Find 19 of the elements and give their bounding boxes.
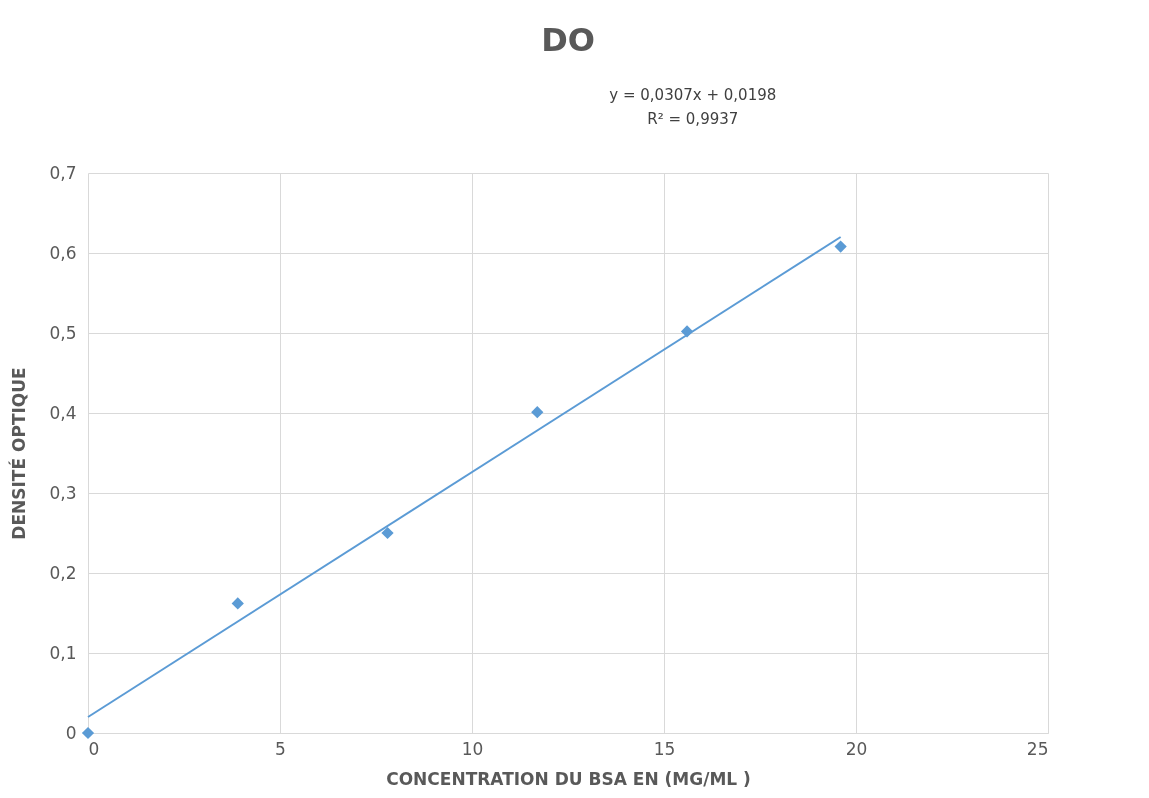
- x-tick-label: 25: [1026, 738, 1049, 759]
- x-tick-label: 5: [275, 738, 286, 759]
- x-tick-label: 0: [88, 738, 100, 759]
- x-tick-label: 20: [845, 738, 868, 759]
- y-tick-label: 0,5: [49, 322, 77, 343]
- y-tick-label: 0,4: [49, 402, 77, 423]
- y-tick-label: 0,3: [49, 482, 77, 503]
- y-tick-label: 0: [65, 722, 77, 743]
- chart-title: DO: [541, 21, 595, 59]
- text: y = 0,0307x + 0,0198: [609, 86, 777, 104]
- text: R² = 0,9937: [647, 110, 739, 128]
- y-tick-label: 0,2: [49, 562, 77, 583]
- y-axis-title: DENSITÉ OPTIQUE: [8, 367, 30, 540]
- x-tick-label: 10: [461, 738, 484, 759]
- y-tick-label: 0,7: [49, 162, 77, 183]
- x-tick-label: 15: [653, 738, 676, 759]
- x-axis-title: CONCENTRATION DU BSA EN (MG/ML ): [386, 768, 751, 789]
- y-tick-label: 0,6: [49, 242, 77, 263]
- y-tick-label: 0,1: [49, 642, 77, 663]
